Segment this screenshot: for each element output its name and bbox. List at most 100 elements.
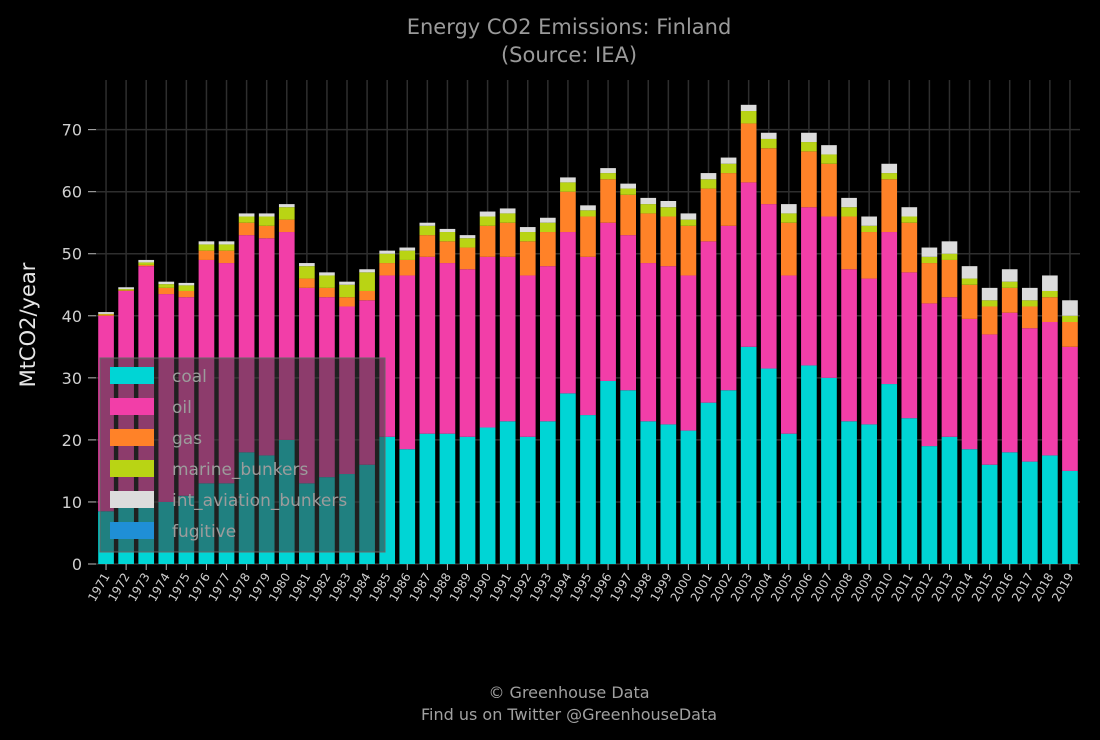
bar-marine_bunkers-2002 <box>720 163 737 174</box>
bar-oil-1996 <box>600 222 616 381</box>
bar-gas-1978 <box>238 222 255 236</box>
legend-swatch-gas <box>110 429 154 446</box>
legend-label-fugitive: fugitive <box>172 522 236 542</box>
bar-gas-2010 <box>881 179 898 233</box>
bar-int_aviation_bunkers-1990 <box>479 211 496 217</box>
bar-marine_bunkers-2019 <box>1062 315 1078 322</box>
x-tick-label: 2019 <box>1049 571 1076 604</box>
bar-coal-1992 <box>519 436 536 564</box>
bar-oil-1994 <box>560 232 576 394</box>
bar-gas-1983 <box>339 297 355 307</box>
bar-int_aviation_bunkers-1976 <box>198 241 215 245</box>
bar-int_aviation_bunkers-2004 <box>760 132 777 139</box>
bar-gas-1988 <box>439 241 456 264</box>
bar-oil-2015 <box>981 334 998 465</box>
bar-gas-1984 <box>359 290 375 301</box>
bar-gas-1985 <box>379 263 396 276</box>
legend-label-gas: gas <box>172 429 202 449</box>
bar-gas-1990 <box>479 225 496 257</box>
bar-int_aviation_bunkers-1979 <box>258 213 275 217</box>
legend: coal oil gas marine_bunkers int_aviation_bun… <box>99 357 386 553</box>
bar-coal-2007 <box>821 377 837 564</box>
bar-coal-2003 <box>740 346 757 564</box>
bar-marine_bunkers-1975 <box>178 285 195 291</box>
bar-oil-2009 <box>861 278 877 425</box>
bar-oil-2014 <box>961 318 978 450</box>
bar-int_aviation_bunkers-2001 <box>700 173 717 180</box>
bar-gas-1971 <box>98 314 114 316</box>
bar-int_aviation_bunkers-2003 <box>740 104 757 112</box>
bar-gas-1995 <box>580 216 596 257</box>
bar-oil-2000 <box>680 275 697 431</box>
bar-oil-1987 <box>419 256 436 434</box>
bar-coal-2005 <box>780 433 797 564</box>
bar-oil-1989 <box>459 269 476 437</box>
bar-gas-1997 <box>620 194 636 236</box>
bar-oil-2012 <box>921 303 938 447</box>
bar-marine_bunkers-1990 <box>479 216 496 226</box>
bar-oil-2019 <box>1062 346 1078 471</box>
bar-oil-1990 <box>479 256 496 428</box>
bar-int_aviation_bunkers-2010 <box>881 163 898 174</box>
bar-int_aviation_bunkers-1998 <box>640 197 657 205</box>
bar-int_aviation_bunkers-2015 <box>981 287 998 301</box>
bar-marine_bunkers-2001 <box>700 179 717 189</box>
bar-gas-2018 <box>1042 297 1058 322</box>
bar-coal-2011 <box>901 418 918 564</box>
legend-label-int_aviation_bunkers: int_aviation_bunkers <box>172 491 347 511</box>
bar-marine_bunkers-1993 <box>540 222 556 233</box>
bar-int_aviation_bunkers-2006 <box>801 132 817 143</box>
bar-int_aviation_bunkers-1993 <box>540 217 556 223</box>
bar-coal-2019 <box>1062 470 1078 564</box>
bar-oil-1992 <box>519 275 536 437</box>
bar-gas-1981 <box>299 278 315 288</box>
bar-marine_bunkers-1996 <box>600 173 616 180</box>
bar-gas-1989 <box>459 247 476 270</box>
bar-marine_bunkers-2013 <box>941 253 958 260</box>
bar-int_aviation_bunkers-1981 <box>299 263 315 267</box>
bar-int_aviation_bunkers-1971 <box>98 312 114 314</box>
bar-int_aviation_bunkers-2009 <box>861 216 877 226</box>
bar-gas-1976 <box>198 250 215 260</box>
bar-coal-1988 <box>439 433 456 564</box>
legend-swatch-fugitive <box>110 522 154 539</box>
bar-marine_bunkers-2012 <box>921 256 938 264</box>
bar-marine_bunkers-2016 <box>1001 281 1018 288</box>
bar-oil-2001 <box>700 241 717 403</box>
bar-gas-1973 <box>138 264 155 267</box>
bar-oil-2008 <box>841 269 857 422</box>
bar-marine_bunkers-2006 <box>801 142 817 152</box>
bar-oil-2005 <box>780 275 797 434</box>
bar-oil-1988 <box>439 263 456 434</box>
bar-coal-2016 <box>1001 452 1018 564</box>
bar-int_aviation_bunkers-1987 <box>419 222 436 226</box>
bar-gas-2016 <box>1001 287 1018 313</box>
bar-marine_bunkers-1987 <box>419 225 436 236</box>
bar-coal-1994 <box>560 393 576 564</box>
bar-gas-1992 <box>519 241 536 276</box>
legend-label-marine_bunkers: marine_bunkers <box>172 460 308 480</box>
footer-copyright: © Greenhouse Data <box>488 683 649 702</box>
y-tick-label: 70 <box>62 121 82 140</box>
bar-marine_bunkers-1988 <box>439 232 456 242</box>
legend-swatch-oil <box>110 398 154 415</box>
bar-gas-1996 <box>600 179 616 223</box>
bar-int_aviation_bunkers-2007 <box>821 145 837 155</box>
bar-gas-2002 <box>720 173 737 226</box>
bar-gas-2011 <box>901 222 918 273</box>
bar-oil-2007 <box>821 216 837 378</box>
bar-gas-2015 <box>981 306 998 335</box>
bar-marine_bunkers-1992 <box>519 232 536 242</box>
bar-coal-2002 <box>720 390 737 564</box>
bar-int_aviation_bunkers-2008 <box>841 197 857 208</box>
legend-label-coal: coal <box>172 367 207 387</box>
y-tick-label: 60 <box>62 183 82 202</box>
bar-oil-2017 <box>1021 328 1038 462</box>
bar-oil-2018 <box>1042 322 1058 456</box>
bar-coal-1991 <box>499 421 516 564</box>
bar-int_aviation_bunkers-1980 <box>278 204 295 208</box>
bar-int_aviation_bunkers-2018 <box>1042 275 1058 291</box>
bar-int_aviation_bunkers-2002 <box>720 157 737 164</box>
bar-marine_bunkers-1982 <box>319 275 335 288</box>
